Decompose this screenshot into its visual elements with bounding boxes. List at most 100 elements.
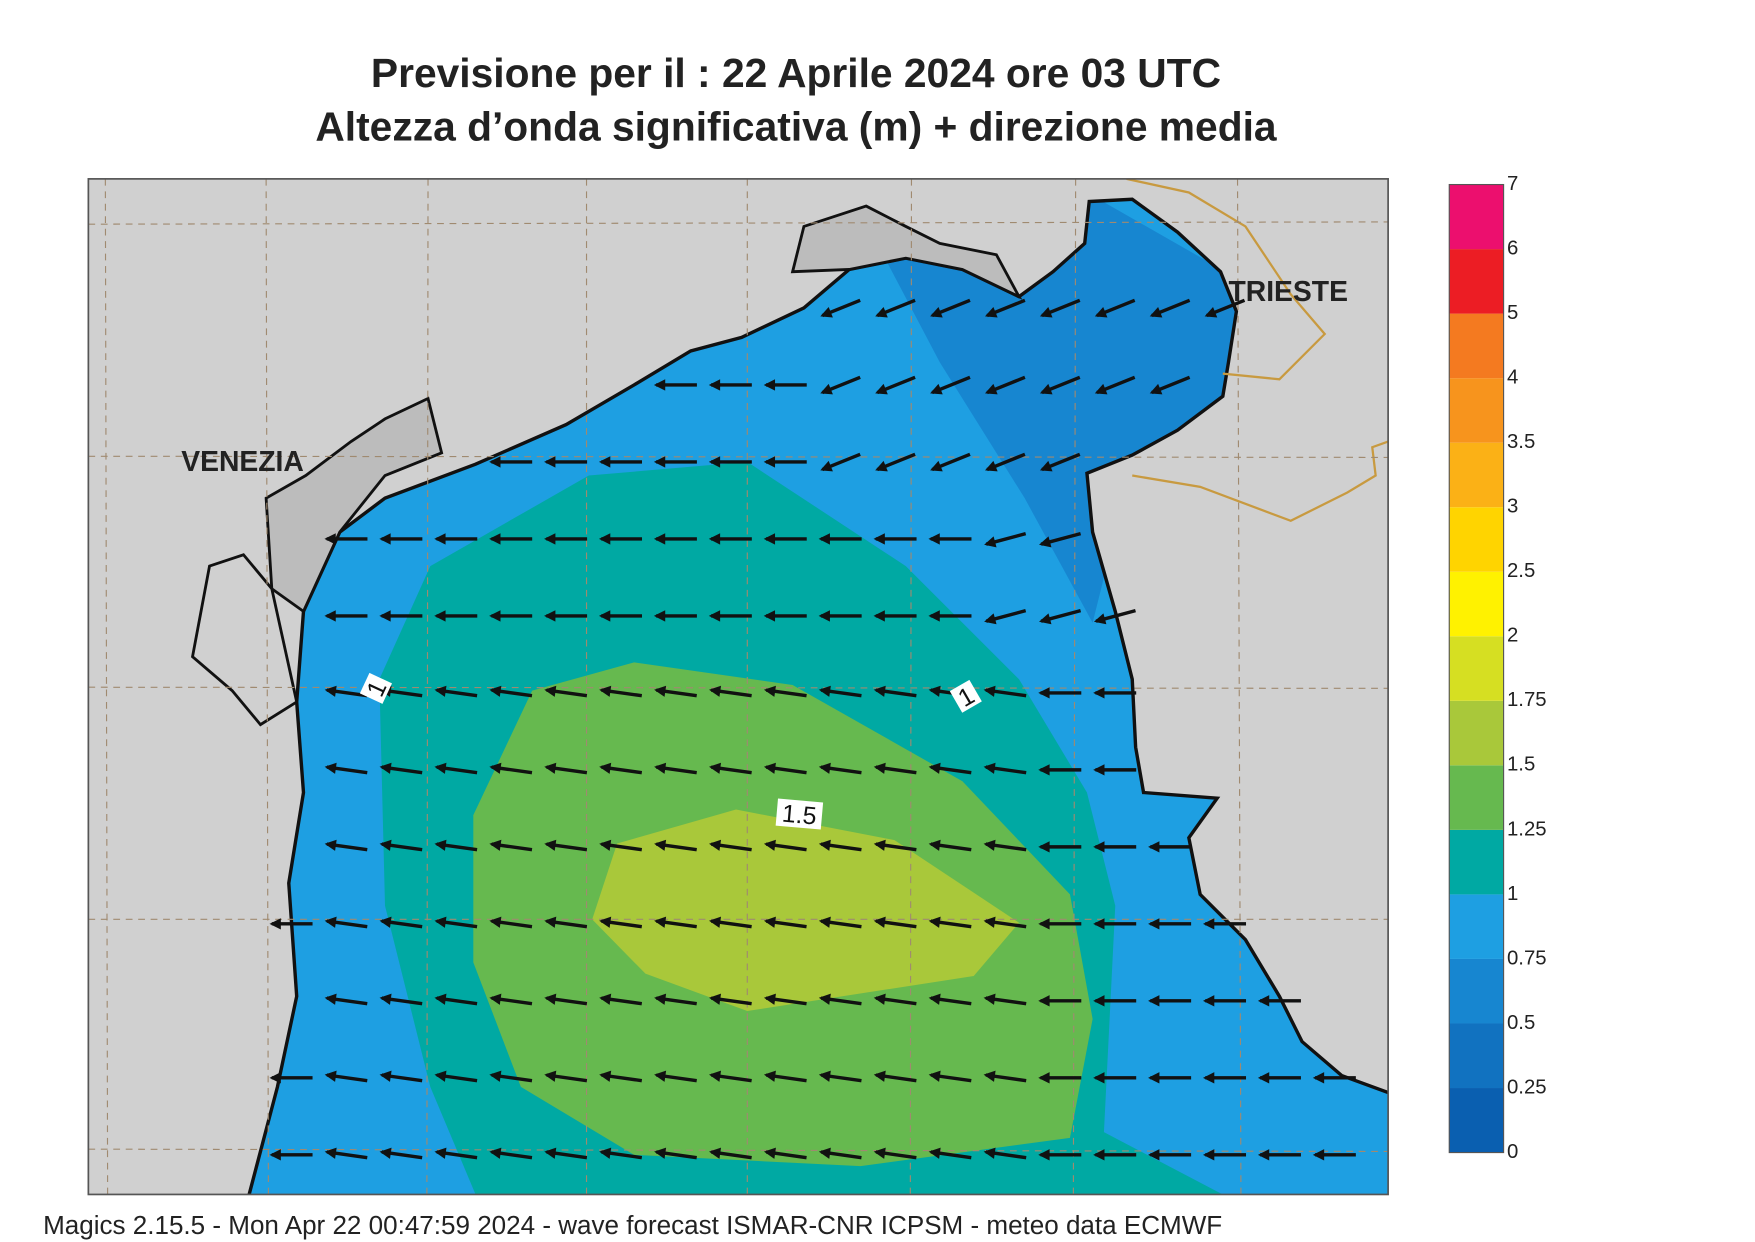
arrow-head [709,762,722,774]
arrow-head [1203,918,1215,930]
arrow [1312,1072,1356,1084]
map-area: VENEZIA TRIESTE 1 1 1.5 [88,178,1389,1195]
arrow-head [434,762,447,774]
sea-level-0.25-0.5 [883,199,1246,623]
arrow-head [818,533,830,545]
legend-label: 1.25 [1507,818,1547,840]
arrow-head [875,383,888,395]
arrow [709,762,752,775]
arrow [489,533,533,545]
arrow [654,762,697,775]
arrow [820,298,861,318]
legend-label: 2 [1507,625,1518,647]
arrow [708,379,752,391]
arrow-head [709,916,722,928]
arrow [434,1147,478,1160]
venice-lagoon [264,396,444,614]
arrow-head [983,1147,996,1159]
arrow-head [1093,613,1107,625]
arrow [1038,1149,1082,1161]
arrow-head [434,1147,447,1159]
parallels [88,221,1389,1152]
arrow-head [654,916,667,928]
arrow-head [1148,1072,1160,1084]
legend-label: 7 [1507,173,1518,195]
arrow-head [763,839,776,851]
wave-direction-arrows [269,298,1356,1161]
arrow [324,916,368,929]
arrow [873,993,917,1006]
arrow [324,610,368,622]
place-label: VENEZIA [181,445,304,477]
arrow [818,685,862,698]
arrow-head [763,1147,776,1159]
arrow-head [1148,995,1160,1007]
arrow-head [489,993,502,1005]
arrow [985,452,1026,472]
arrow [875,452,916,472]
arrow-head [379,1147,392,1159]
legend-label: 4 [1507,367,1518,389]
arrow-head [1094,306,1108,318]
arrow-head [489,610,501,622]
arrow-head [1148,918,1160,930]
arrow [434,839,478,852]
arrow-head [269,918,281,930]
arrow-head [379,533,391,545]
arrow [928,916,972,929]
arrow [1039,532,1082,548]
arrow-head [434,533,446,545]
arrow [763,839,807,852]
arrow [379,839,423,852]
arrow-head [820,383,833,395]
arrow [1257,995,1301,1007]
arrow-head [818,916,831,928]
arrow-head [544,993,557,1005]
arrow [489,456,533,468]
colorbar-bin [1449,894,1504,959]
arrow-head [930,383,943,395]
footer: Magics 2.15.5 - Mon Apr 22 00:47:59 2024… [43,1210,1222,1240]
arrow [379,1147,423,1160]
arrow-head [709,993,722,1005]
colorbar-bin [1449,313,1504,379]
arrow-head [653,533,666,545]
arrow [434,610,478,622]
arrow [1148,1149,1192,1161]
arrow-head [1039,536,1052,548]
arrow [1204,298,1246,318]
arrow-head [708,610,721,622]
arrow [1038,687,1082,699]
arrow [544,610,588,622]
title-line-2: Altezza d’onda significativa (m) + direz… [315,103,1277,149]
arrow [983,993,1027,1006]
arrow [818,916,862,929]
legend-label: 1.5 [1507,754,1535,776]
arrow-head [873,916,886,928]
arrow [1093,841,1137,853]
arrow-head [653,610,666,622]
arrow [489,1147,533,1160]
arrow-head [708,533,721,545]
arrow-head [544,1070,557,1082]
arrow-head [1149,306,1163,318]
arrow-head [1038,918,1050,930]
arrow [928,993,972,1006]
colorbar-bin [1449,249,1504,314]
arrow [599,1070,643,1083]
arrow [1149,375,1191,395]
arrow-head [599,1070,612,1082]
arrow [544,456,588,468]
arrow-head [873,993,886,1005]
arrow-head [324,533,336,545]
arrow [983,762,1027,775]
arrow [324,1070,368,1083]
arrow [1148,995,1192,1007]
arrow-head [1039,613,1052,625]
arrow-head [930,460,943,472]
arrow [818,762,862,775]
arrow [709,839,752,852]
arrow-head [873,839,886,851]
